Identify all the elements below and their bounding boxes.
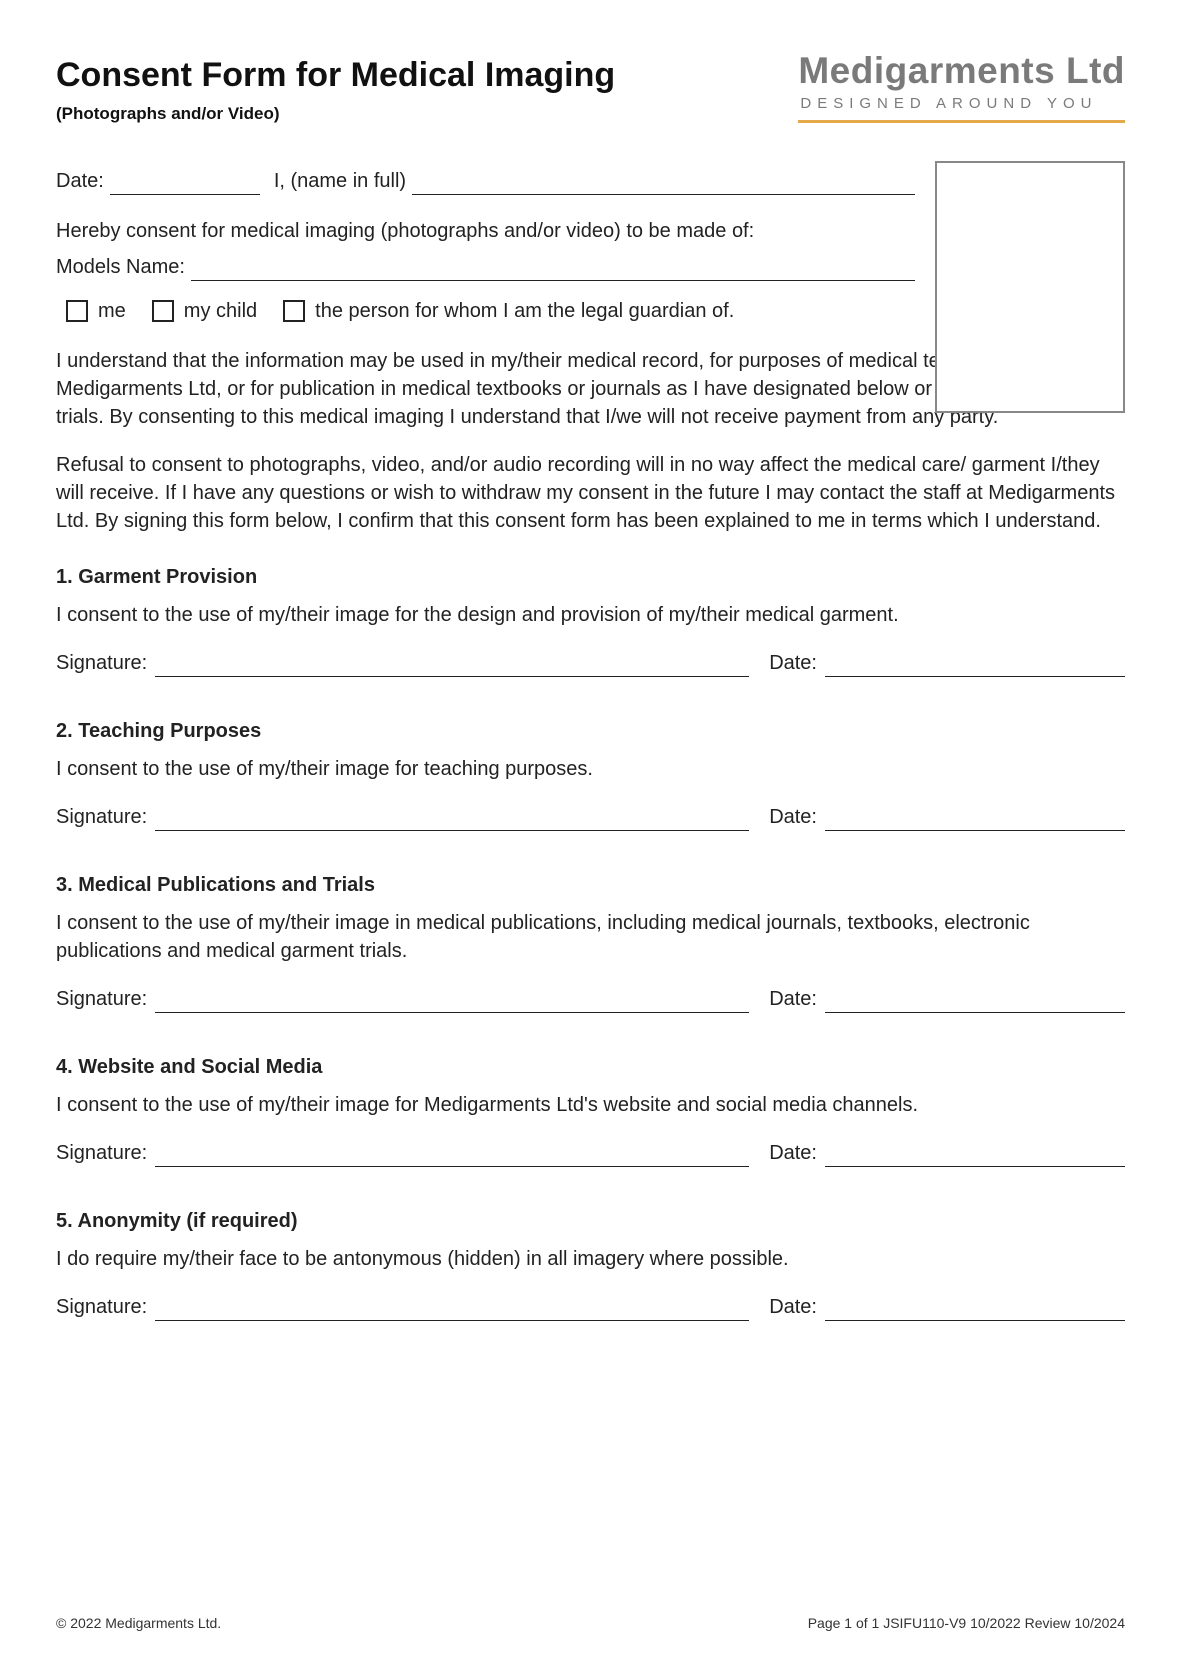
signature-field[interactable] <box>155 813 749 831</box>
section-5: 5. Anonymity (if required) I do require … <box>56 1207 1125 1321</box>
checkbox-guardian[interactable]: the person for whom I am the legal guard… <box>283 297 734 325</box>
name-label: I, (name in full) <box>274 167 406 195</box>
section-3-heading: 3. Medical Publications and Trials <box>56 871 1125 899</box>
section-4-heading: 4. Website and Social Media <box>56 1053 1125 1081</box>
title-block: Consent Form for Medical Imaging (Photog… <box>56 52 615 125</box>
date-label: Date: <box>769 649 817 677</box>
signature-row: Signature: Date: <box>56 649 1125 677</box>
checkbox-my-child-label: my child <box>184 297 257 325</box>
section-2-heading: 2. Teaching Purposes <box>56 717 1125 745</box>
page-subtitle: (Photographs and/or Video) <box>56 102 615 126</box>
footer: © 2022 Medigarments Ltd. Page 1 of 1 JSI… <box>56 1614 1125 1634</box>
date-field[interactable] <box>110 177 260 195</box>
signature-field[interactable] <box>155 1149 749 1167</box>
signature-label: Signature: <box>56 649 147 677</box>
page-title: Consent Form for Medical Imaging <box>56 52 615 100</box>
signature-row: Signature: Date: <box>56 1139 1125 1167</box>
date-label: Date: <box>769 985 817 1013</box>
date-field[interactable] <box>825 813 1125 831</box>
company-logo: Medigarments Ltd DESIGNED AROUND YOU <box>798 52 1125 123</box>
checkbox-my-child[interactable]: my child <box>152 297 257 325</box>
section-3-text: I consent to the use of my/their image i… <box>56 909 1125 965</box>
name-field[interactable] <box>412 177 915 195</box>
checkbox-icon[interactable] <box>152 300 174 322</box>
section-1-text: I consent to the use of my/their image f… <box>56 601 1125 629</box>
section-4: 4. Website and Social Media I consent to… <box>56 1053 1125 1167</box>
signature-row: Signature: Date: <box>56 803 1125 831</box>
logo-main-text: Medigarments Ltd <box>798 52 1125 89</box>
checkbox-me[interactable]: me <box>66 297 126 325</box>
models-name-field[interactable] <box>191 263 915 281</box>
signature-label: Signature: <box>56 1139 147 1167</box>
top-area: Date: I, (name in full) Hereby consent f… <box>56 167 1125 535</box>
signature-label: Signature: <box>56 985 147 1013</box>
body-paragraph-2: Refusal to consent to photographs, video… <box>56 451 1125 535</box>
logo-tagline: DESIGNED AROUND YOU <box>798 89 1125 123</box>
signature-field[interactable] <box>155 659 749 677</box>
models-name-label: Models Name: <box>56 253 185 281</box>
section-5-text: I do require my/their face to be antonym… <box>56 1245 1125 1273</box>
signature-row: Signature: Date: <box>56 985 1125 1013</box>
date-field[interactable] <box>825 1303 1125 1321</box>
section-2: 2. Teaching Purposes I consent to the us… <box>56 717 1125 831</box>
section-2-text: I consent to the use of my/their image f… <box>56 755 1125 783</box>
section-1-heading: 1. Garment Provision <box>56 563 1125 591</box>
date-field[interactable] <box>825 1149 1125 1167</box>
checkbox-icon[interactable] <box>66 300 88 322</box>
date-label: Date: <box>769 1139 817 1167</box>
section-4-text: I consent to the use of my/their image f… <box>56 1091 1125 1119</box>
signature-row: Signature: Date: <box>56 1293 1125 1321</box>
signature-label: Signature: <box>56 803 147 831</box>
signature-field[interactable] <box>155 1303 749 1321</box>
section-1: 1. Garment Provision I consent to the us… <box>56 563 1125 677</box>
date-label: Date: <box>769 803 817 831</box>
section-3: 3. Medical Publications and Trials I con… <box>56 871 1125 1013</box>
footer-copyright: © 2022 Medigarments Ltd. <box>56 1614 221 1634</box>
date-label: Date: <box>769 1293 817 1321</box>
signature-label: Signature: <box>56 1293 147 1321</box>
checkbox-icon[interactable] <box>283 300 305 322</box>
checkbox-me-label: me <box>98 297 126 325</box>
photo-placeholder-box <box>935 161 1125 413</box>
signature-field[interactable] <box>155 995 749 1013</box>
header: Consent Form for Medical Imaging (Photog… <box>56 52 1125 125</box>
date-field[interactable] <box>825 659 1125 677</box>
checkbox-guardian-label: the person for whom I am the legal guard… <box>315 297 734 325</box>
date-label: Date: <box>56 167 104 195</box>
date-field[interactable] <box>825 995 1125 1013</box>
section-5-heading: 5. Anonymity (if required) <box>56 1207 1125 1235</box>
footer-pageinfo: Page 1 of 1 JSIFU110-V9 10/2022 Review 1… <box>808 1614 1125 1634</box>
